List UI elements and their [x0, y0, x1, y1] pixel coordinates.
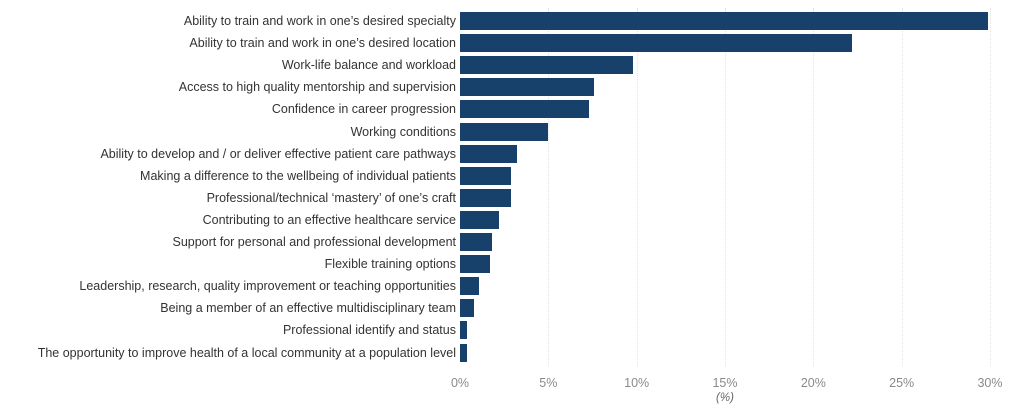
category-label: Making a difference to the wellbeing of …	[140, 168, 456, 183]
bar	[460, 188, 512, 207]
bar	[460, 122, 549, 141]
category-label: Professional/technical ‘mastery’ of one’…	[206, 190, 456, 205]
x-tick-label: 5%	[539, 376, 558, 390]
category-label: Support for personal and professional de…	[172, 235, 456, 249]
gridline	[636, 8, 638, 366]
x-axis-title: (%)	[716, 392, 734, 404]
category-label: Access to high quality mentorship and su…	[178, 80, 456, 95]
category-label: Contributing to an effective healthcare …	[202, 212, 456, 227]
bar	[460, 321, 468, 340]
bar	[460, 255, 491, 274]
category-label: Being a member of an effective multidisc…	[160, 301, 456, 316]
bar	[460, 56, 634, 75]
category-label: Work-life balance and workload	[281, 58, 456, 73]
category-label: Leadership, research, quality improvemen…	[79, 279, 456, 294]
bar	[460, 78, 595, 97]
x-tick-label: 25%	[889, 376, 915, 390]
bar	[460, 277, 480, 296]
bar	[460, 343, 468, 362]
category-label: Professional identify and status	[282, 323, 456, 338]
gridline	[725, 8, 726, 366]
bar	[460, 100, 589, 119]
bar	[460, 166, 512, 185]
x-tick-label: 0%	[450, 376, 470, 390]
gridline	[990, 8, 991, 366]
bar	[460, 233, 492, 251]
category-label: Confidence in career progression	[271, 102, 456, 117]
bar	[460, 12, 989, 30]
x-tick-label: 20%	[800, 376, 826, 390]
x-tick-label: 10%	[624, 376, 650, 390]
bar	[460, 299, 475, 318]
bar	[460, 144, 517, 163]
category-label: Flexible training options	[324, 257, 456, 272]
x-tick-label: 30%	[977, 376, 1003, 390]
category-label: Ability to train and work in one’s desir…	[189, 36, 456, 51]
category-label: Working conditions	[350, 124, 456, 139]
x-tick-label: 15%	[712, 376, 738, 390]
bar	[460, 34, 853, 53]
category-label: Ability to develop and / or deliver effe…	[100, 146, 456, 161]
gridline	[813, 8, 815, 366]
gridline	[901, 8, 903, 366]
bar	[460, 210, 499, 229]
gridline	[548, 8, 550, 366]
category-label: Ability to train and work in one’s desir…	[183, 14, 456, 28]
category-label: The opportunity to improve health of a l…	[37, 345, 456, 360]
